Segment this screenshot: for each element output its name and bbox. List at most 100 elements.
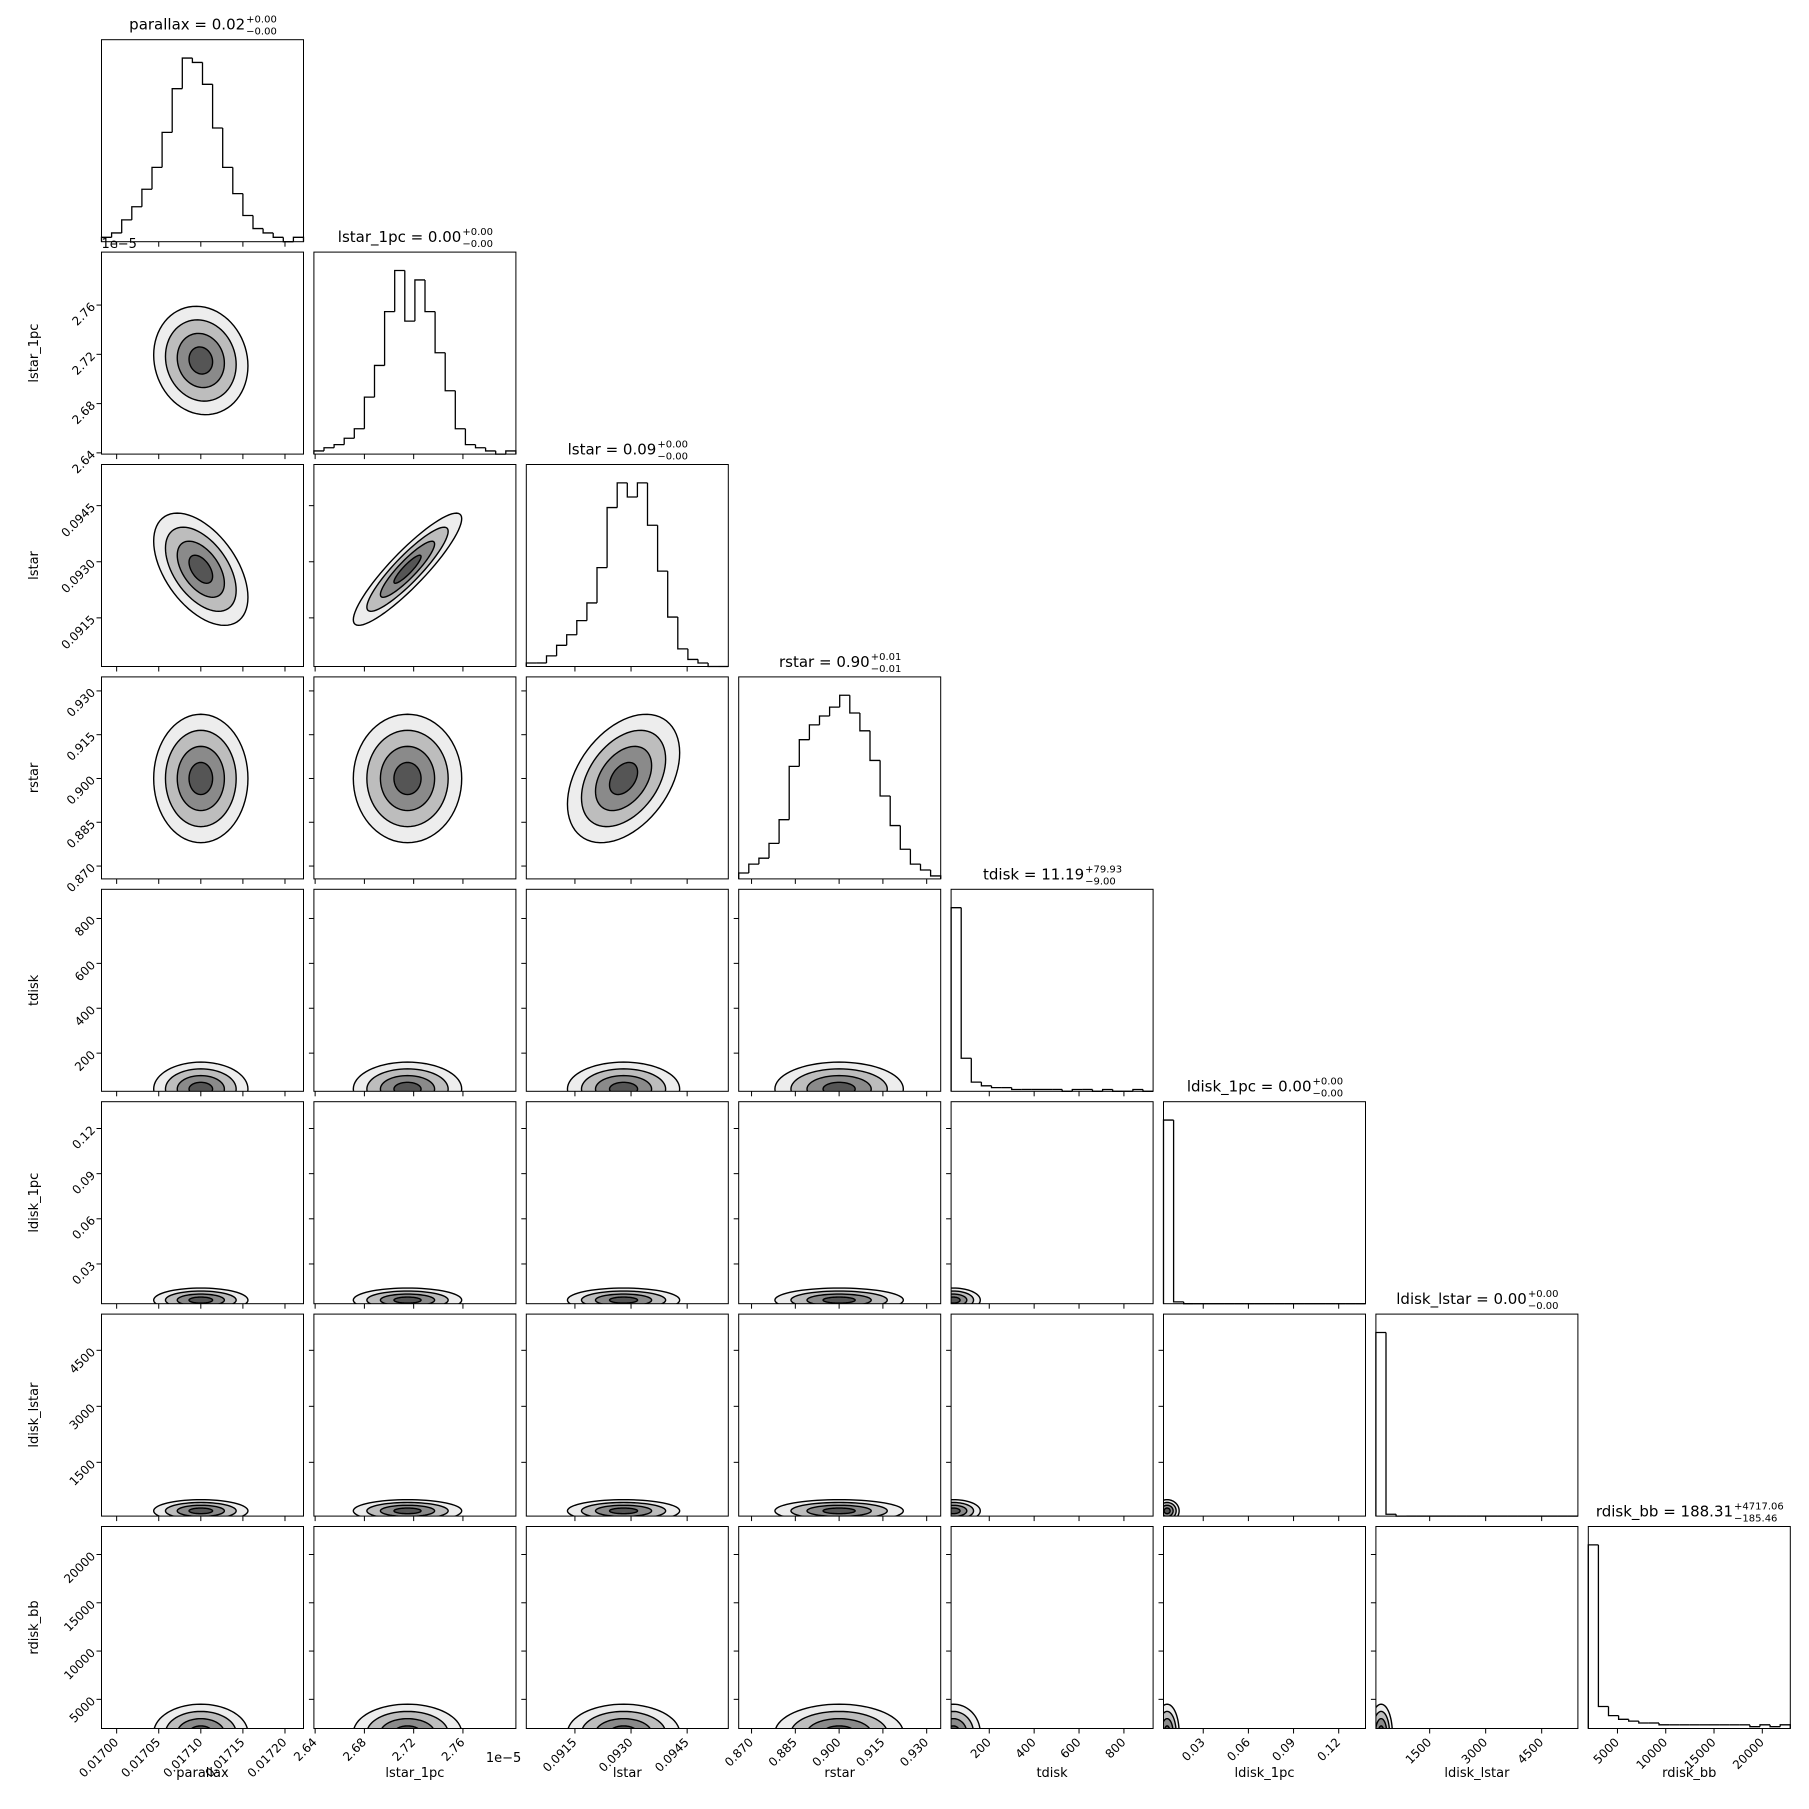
x-tick-label: 2.64 (291, 1735, 320, 1764)
panel-frame (313, 888, 517, 1092)
histogram-bin (171, 88, 183, 133)
histogram-bin (1628, 1719, 1639, 1722)
histogram-bin (1071, 1088, 1083, 1092)
histogram-bin (1749, 1724, 1760, 1728)
y-axis-label: rdisk_bb (27, 1600, 42, 1654)
histogram-bin (545, 655, 557, 663)
x-tick-label: 1500 (1403, 1735, 1434, 1766)
panel-frame (738, 888, 942, 1092)
y-axis-label: tdisk (27, 974, 42, 1006)
y-tick-label: 0.870 (64, 861, 98, 895)
contour (190, 1725, 211, 1729)
density-panel (1163, 1498, 1180, 1517)
density-panel (566, 1498, 681, 1517)
contour (1163, 1507, 1171, 1515)
density-panel (774, 1287, 905, 1304)
histogram-bin (950, 907, 962, 1092)
histogram-bin (576, 619, 587, 635)
y-tick-label: 2.68 (69, 398, 98, 427)
histogram-bin (970, 1058, 982, 1083)
panel-frame (101, 464, 304, 667)
y-tick-label: 15000 (61, 1597, 98, 1634)
histogram-bin (232, 167, 243, 195)
contour (807, 1717, 871, 1729)
contour (188, 1507, 214, 1515)
histogram-bin (1587, 1544, 1599, 1729)
panel-frame (101, 39, 304, 243)
contour (608, 1507, 639, 1515)
contour (188, 346, 214, 375)
contour (188, 1296, 214, 1304)
panel-frame (1587, 1526, 1791, 1729)
contour (1163, 1717, 1174, 1729)
x-tick-label: 0.09 (1269, 1735, 1298, 1764)
panel-frame (1163, 1101, 1366, 1305)
density-panel (566, 713, 681, 844)
x-tick-label: 20000 (1730, 1735, 1767, 1772)
histogram-bin (141, 188, 152, 207)
histogram-bin (1172, 1120, 1184, 1303)
histogram-bin (606, 506, 618, 568)
density-panel (951, 1287, 981, 1304)
histogram-bin (980, 1082, 992, 1087)
panel-frame (1163, 1313, 1366, 1517)
panel-title: parallax = 0.02 (129, 16, 245, 34)
panel-frame (1163, 1526, 1366, 1729)
histogram-bin (1597, 1544, 1609, 1708)
x-tick-label: 400 (1013, 1735, 1039, 1761)
histogram-bin (687, 648, 698, 661)
x-axis-label: rdisk_bb (1662, 1766, 1716, 1781)
histogram-bin (667, 571, 678, 618)
y-tick-label: 0.09 (69, 1168, 98, 1197)
histogram-bin (808, 724, 820, 740)
contour (188, 761, 214, 796)
panel-frame (101, 1101, 304, 1305)
y-tick-label: 0.0915 (58, 613, 98, 653)
y-tick-label: 400 (72, 1003, 98, 1029)
histogram-bin (768, 842, 780, 859)
y-tick-label: 0.900 (64, 773, 98, 807)
panel-frame (1375, 1313, 1579, 1517)
contour (822, 1081, 856, 1092)
title-plus: +0.00 (1313, 1077, 1344, 1088)
histogram-bin (1638, 1721, 1649, 1724)
histogram-bin (738, 872, 749, 879)
histogram-bin (929, 870, 942, 879)
density-panel (352, 1498, 463, 1517)
y-axis-label: ldisk_1pc (27, 1173, 42, 1233)
histogram-bin (758, 857, 769, 865)
panel-frame (738, 1526, 942, 1729)
contour (822, 1507, 856, 1515)
y-tick-label: 2.76 (69, 300, 98, 329)
contour (393, 1296, 422, 1304)
histogram-bin (626, 482, 638, 498)
y-tick-label: 0.0930 (58, 556, 98, 596)
contour (393, 1081, 422, 1092)
panel-title: rstar = 0.90 (779, 653, 870, 671)
histogram-bin (333, 443, 345, 448)
x-axis-label: ldisk_1pc (1235, 1766, 1295, 1781)
panel-frame (101, 676, 304, 880)
x-tick-label: 0.915 (853, 1735, 887, 1769)
density-panel (352, 512, 463, 627)
density-panel (152, 713, 249, 844)
contour (608, 1081, 639, 1092)
density-panel (1163, 1703, 1180, 1729)
panel-frame (1375, 1526, 1579, 1729)
density-panel (353, 1703, 462, 1729)
histogram-bin (252, 215, 264, 230)
panel-frame (101, 888, 304, 1092)
title-minus: −185.46 (1734, 1514, 1777, 1525)
panel-frame (738, 1101, 942, 1305)
y-axis-label: ldisk_lstar (27, 1382, 42, 1448)
x-tick-label: 0.01705 (118, 1735, 163, 1780)
histogram-bin (1617, 1715, 1629, 1720)
histogram-bin (778, 819, 790, 844)
panel-frame (313, 1101, 517, 1305)
histogram-bin (960, 907, 972, 1059)
panel-frame (101, 1313, 304, 1517)
histogram-bin (181, 57, 193, 89)
histogram-bin (899, 825, 911, 850)
histogram-bin (1101, 1088, 1113, 1092)
